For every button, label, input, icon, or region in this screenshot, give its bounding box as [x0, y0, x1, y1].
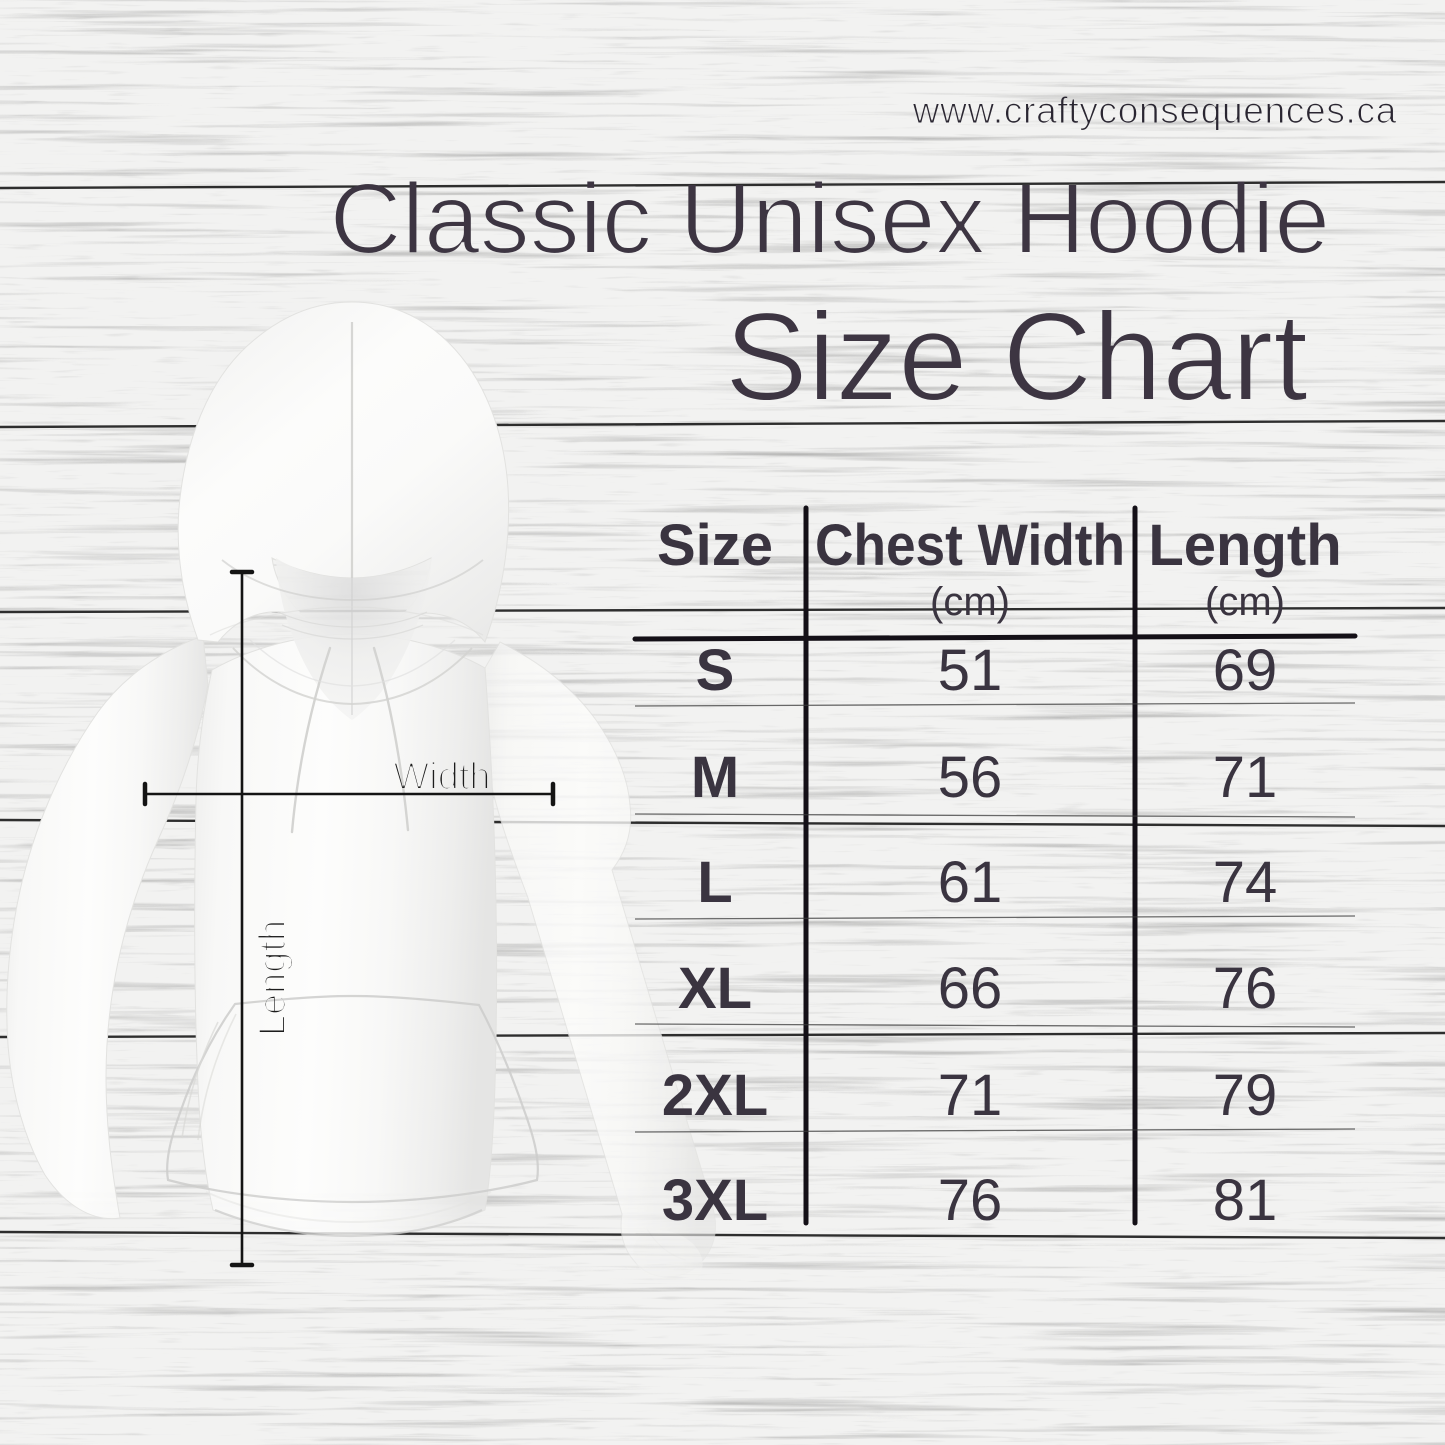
svg-text:(cm): (cm) [930, 580, 1010, 624]
svg-text:74: 74 [1213, 850, 1278, 915]
svg-text:69: 69 [1213, 638, 1278, 703]
svg-text:L: L [697, 850, 732, 915]
svg-text:56: 56 [938, 745, 1003, 810]
svg-text:61: 61 [938, 850, 1003, 915]
svg-text:81: 81 [1213, 1168, 1278, 1233]
svg-text:51: 51 [938, 638, 1003, 703]
svg-text:(cm): (cm) [1205, 580, 1285, 624]
svg-text:79: 79 [1213, 1063, 1278, 1128]
svg-text:66: 66 [938, 956, 1003, 1021]
svg-text:2XL: 2XL [662, 1063, 768, 1128]
svg-text:Length: Length [1148, 513, 1341, 578]
svg-text:71: 71 [1213, 745, 1278, 810]
svg-text:XL: XL [678, 956, 752, 1021]
svg-text:Chest Width: Chest Width [815, 513, 1125, 578]
svg-text:76: 76 [1213, 956, 1278, 1021]
svg-text:M: M [691, 745, 739, 810]
svg-text:71: 71 [938, 1063, 1003, 1128]
svg-text:Size: Size [657, 513, 773, 578]
svg-text:3XL: 3XL [662, 1168, 768, 1233]
svg-text:76: 76 [938, 1168, 1003, 1233]
svg-text:S: S [696, 638, 735, 703]
